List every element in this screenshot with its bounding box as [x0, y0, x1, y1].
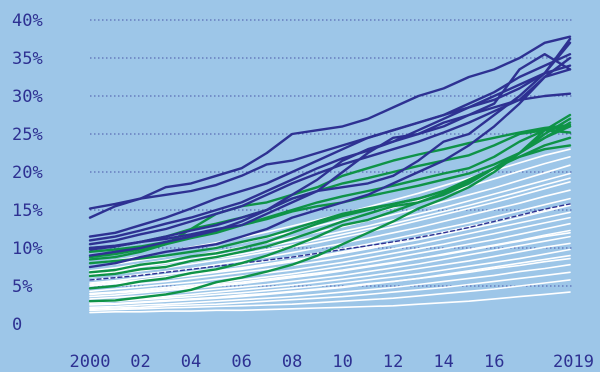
- gridlines: [90, 19, 574, 287]
- white-series-line: [89, 164, 571, 272]
- x-tick-label: 16: [484, 352, 504, 372]
- y-tick-label: 20%: [12, 163, 43, 183]
- y-tick-label: 15%: [12, 201, 43, 221]
- x-tick-label: 02: [130, 352, 150, 372]
- white-series-line: [89, 242, 571, 302]
- y-tick-label: 0: [12, 315, 22, 335]
- white-series-line: [89, 248, 571, 304]
- y-tick-label: 25%: [12, 125, 43, 145]
- dark-series-group: [88, 35, 572, 269]
- y-tick-label: 10%: [12, 239, 43, 259]
- x-tick-label: 12: [383, 352, 403, 372]
- dashed-series-group: [89, 203, 571, 281]
- white-series-line: [89, 257, 571, 305]
- x-tick-label: 06: [231, 352, 251, 372]
- white-series-line: [89, 291, 571, 314]
- white-series-line: [89, 172, 571, 275]
- white-series-line: [89, 211, 571, 290]
- green-series-line: [88, 144, 572, 265]
- x-tick-label: 2000: [70, 352, 111, 372]
- white-series-line: [89, 222, 571, 295]
- dark-series-line: [88, 53, 572, 250]
- y-tick-label: 40%: [12, 11, 43, 31]
- dark-series-line: [88, 37, 572, 251]
- x-tick-label: 10: [332, 352, 352, 372]
- dark-series-line: [88, 35, 572, 210]
- dark-series-line: [88, 53, 572, 238]
- y-tick-label: 30%: [12, 87, 43, 107]
- dark-series-line: [88, 64, 572, 257]
- y-axis-ticks: 0 5% 10% 15% 20% 25% 30% 35% 40%: [12, 11, 43, 335]
- green-series-line: [88, 117, 572, 303]
- white-series-line: [89, 271, 571, 310]
- x-tick-label: 14: [433, 352, 453, 372]
- x-tick-label: 08: [282, 352, 302, 372]
- x-tick-label: 04: [181, 352, 201, 372]
- x-axis-ticks: 2000 02 04 06 08 10 12 14 16 2019: [70, 352, 594, 372]
- white-series-line: [89, 279, 571, 312]
- white-series-line: [89, 263, 571, 309]
- dashed-series-line: [89, 203, 571, 281]
- white-series-line: [89, 232, 571, 296]
- dark-series-line: [88, 56, 572, 269]
- y-tick-label: 5%: [12, 277, 32, 297]
- y-tick-label: 35%: [12, 49, 43, 69]
- white-series-line: [89, 189, 571, 281]
- x-tick-label: 2019: [553, 352, 594, 372]
- dark-series-line: [88, 41, 572, 219]
- white-series-line: [89, 216, 571, 293]
- green-series-line: [88, 113, 572, 259]
- dark-series-line: [88, 68, 572, 242]
